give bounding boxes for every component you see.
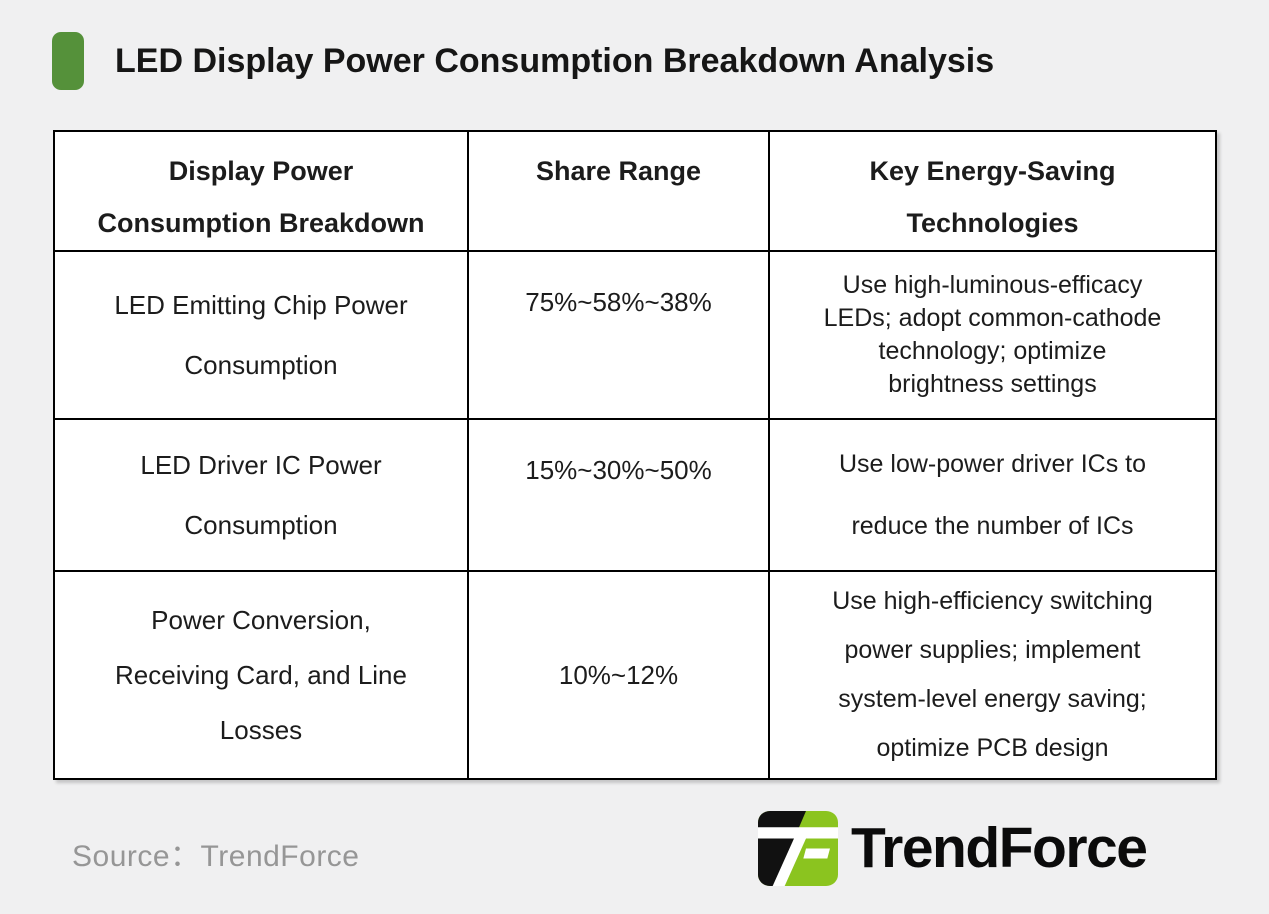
cell-share-driver-ic: 15%~30%~50% [467,418,770,572]
page-title: LED Display Power Consumption Breakdown … [115,41,995,80]
table-row: LED Driver IC Power Consumption 15%~30%~… [53,418,1217,572]
table-row: Power Conversion, Receiving Card, and Li… [53,570,1217,780]
source-label: Source：TrendForce [72,840,360,873]
cell-tech-led-chip: Use high-luminous-efficacy LEDs; adopt c… [768,250,1217,420]
table-header-row: Display Power Consumption Breakdown Shar… [53,130,1217,252]
column-header-share-range: Share Range [467,130,770,252]
column-header-breakdown: Display Power Consumption Breakdown [53,130,469,252]
column-header-technologies: Key Energy-Saving Technologies [768,130,1217,252]
table-row: LED Emitting Chip Power Consumption 75%~… [53,250,1217,420]
trendforce-logo: TrendForce [758,811,1148,886]
cell-tech-driver-ic: Use low-power driver ICs to reduce the n… [768,418,1217,572]
cell-component-power-conversion: Power Conversion, Receiving Card, and Li… [53,570,469,780]
cell-component-led-chip: LED Emitting Chip Power Consumption [53,250,469,420]
title-accent-bar [52,32,84,90]
power-breakdown-table: Display Power Consumption Breakdown Shar… [53,130,1217,780]
cell-share-power-conversion: 10%~12% [467,570,770,780]
trendforce-logo-text: TrendForce [851,816,1148,880]
trendforce-logo-icon [758,811,838,886]
cell-component-driver-ic: LED Driver IC Power Consumption [53,418,469,572]
cell-share-led-chip: 75%~58%~38% [467,250,770,420]
title-bar: LED Display Power Consumption Breakdown … [52,32,994,90]
cell-tech-power-conversion: Use high-efficiency switching power supp… [768,570,1217,780]
